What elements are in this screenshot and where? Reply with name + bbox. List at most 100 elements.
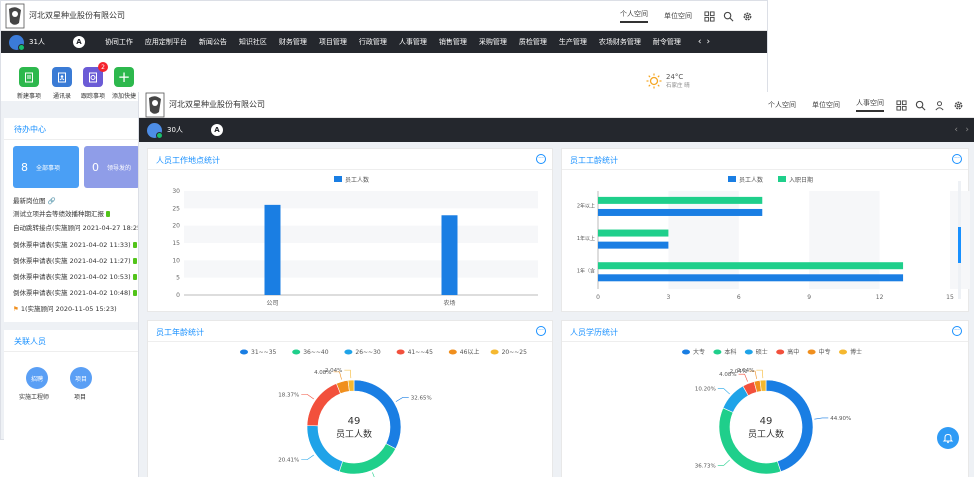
label-leader-line (717, 388, 730, 395)
company-name: 河北双星种业股份有限公司 (29, 11, 125, 20)
chart-card-seniority: 员工工龄统计 ··· 员工人数 入职日期 0 3 6 9 12 15 1年（含 1年以上 2年以上 (561, 148, 970, 312)
related-person-avatar[interactable]: 招聘 (26, 367, 48, 389)
legend-entry: 20~~25 (490, 349, 527, 356)
top-link-hr[interactable]: 人事空间 (856, 98, 884, 112)
menu-item[interactable]: 销售管理 (438, 38, 467, 46)
legend-swatch (807, 349, 816, 355)
todo-item[interactable]: 倒休票申请表(实施 2021-04-02 11:27) (13, 255, 137, 265)
menu-item[interactable]: 质检管理 (518, 38, 547, 46)
x-tick-label: 公司 (266, 300, 278, 307)
legend-label: 中专 (819, 348, 831, 356)
todo-item[interactable]: 自动跳转接点(实施顾问 2021-04-27 18:25) (13, 222, 150, 232)
search-icon[interactable] (722, 10, 735, 23)
menu-prev-icon[interactable]: ‹ (697, 37, 702, 47)
todo-item[interactable]: ⚑ 1(实施顾问 2020-11-05 15:23) (13, 305, 117, 313)
quick-action-new[interactable]: 新建事项 (12, 67, 46, 100)
todo-item[interactable]: 倒休票申请表(实施 2021-04-02 10:53) (13, 271, 137, 281)
legend-label: 46以上 (460, 348, 480, 356)
legend-entry: 博士 (839, 348, 862, 356)
app-switch-icon[interactable]: A (72, 36, 85, 48)
company-logo (5, 3, 25, 29)
center-label: 员工人数 (336, 428, 372, 440)
grid-icon[interactable] (703, 10, 716, 23)
menu-item[interactable]: 协同工作 (104, 38, 133, 46)
todo-item[interactable]: 最新岗位图 🔗 (13, 197, 56, 205)
y-tick-label: 25 (172, 205, 180, 212)
center-value: 49 (348, 416, 361, 427)
menu-prev-icon[interactable]: ‹ (954, 125, 958, 135)
menu-item[interactable]: 人事管理 (398, 38, 427, 46)
menu-item[interactable]: 行政管理 (358, 38, 387, 46)
x-tick-label: 15 (946, 294, 954, 301)
x-tick-label: 9 (807, 294, 811, 301)
x-tick-label: 12 (876, 294, 884, 301)
avatar[interactable] (147, 122, 163, 139)
related-title: 关联人员 (14, 337, 46, 346)
user-icon[interactable] (933, 99, 946, 112)
legend-label: 大专 (693, 348, 705, 356)
menu-item[interactable]: 采购管理 (478, 38, 507, 46)
bell-icon (942, 433, 954, 444)
more-icon[interactable]: ··· (536, 154, 546, 164)
label-leader-line (814, 417, 829, 420)
contacts-icon (52, 67, 72, 87)
todo-item[interactable]: 测试立项并会等绩效播种期汇报 (13, 208, 110, 218)
pie-slice (338, 443, 397, 475)
more-icon[interactable]: ··· (536, 326, 546, 336)
search-icon[interactable] (914, 99, 927, 112)
gear-icon[interactable] (741, 10, 754, 23)
scrollbar-thumb (958, 227, 961, 263)
more-icon[interactable]: ··· (952, 326, 962, 336)
menu-item[interactable]: 农场财务管理 (598, 38, 641, 46)
menu-item[interactable]: 应用定制平台 (144, 38, 187, 46)
online-user-count[interactable]: 31人 (29, 38, 45, 46)
todo-card-all[interactable]: 8 全部事项 (13, 146, 79, 188)
legend-entry: 36~~40 (292, 349, 329, 356)
y-tick-label: 15 (172, 240, 180, 247)
quick-action-contacts[interactable]: 通讯录 (45, 67, 79, 100)
legend-swatch (490, 349, 499, 355)
top-link-personal[interactable]: 个人空间 (620, 9, 648, 23)
todo-item[interactable]: 倒休票申请表(实施 2021-04-02 11:33) (13, 239, 137, 249)
legend-entry: 46以上 (448, 348, 480, 356)
slice-label: 4.08% (314, 370, 331, 376)
pie-slice (765, 379, 814, 472)
gear-icon[interactable] (952, 99, 965, 112)
legend-swatch (292, 349, 301, 355)
avatar[interactable] (9, 34, 25, 51)
menu-item[interactable]: 耐令管理 (652, 38, 681, 46)
label-leader-line (756, 369, 764, 379)
grid-icon[interactable] (895, 99, 908, 112)
todo-card-leader[interactable]: 0 领导发的 (84, 146, 140, 188)
online-user-count[interactable]: 30人 (167, 126, 183, 134)
todo-item[interactable]: 倒休票申请表(实施 2021-04-02 10:48) (13, 287, 137, 297)
label-leader-line (717, 459, 730, 466)
menu-item[interactable]: 项目管理 (318, 38, 347, 46)
more-icon[interactable]: ··· (952, 154, 962, 164)
menu-next-icon[interactable]: › (706, 37, 711, 47)
grid-band (184, 191, 538, 209)
menu-item[interactable]: 财务管理 (278, 38, 307, 46)
related-person-avatar[interactable]: 项目 (70, 367, 92, 389)
top-link-unit[interactable]: 单位空间 (812, 101, 840, 109)
y-tick-label: 20 (172, 223, 180, 230)
slice-label: 2.04% (730, 369, 747, 375)
slice-label: 32.65% (411, 395, 432, 401)
chart-title: 人员工作地点统计 (156, 156, 220, 165)
quick-action-track[interactable]: 2 跟踪事项 (76, 62, 110, 100)
app-switch-icon[interactable]: A (210, 124, 223, 136)
menu-item[interactable]: 新闻公告 (198, 38, 227, 46)
chart-card-education: 人员学历统计 ··· 大专 本科 硕士 高中 中专 博士 44.90% 36.73% 10.20… (561, 320, 969, 477)
top-link-unit[interactable]: 单位空间 (664, 12, 692, 20)
attachment-icon (132, 258, 137, 264)
todo-title: 待办中心 (14, 125, 46, 134)
grid-band (184, 225, 538, 243)
quick-action-add[interactable]: + 添加快捷 (111, 67, 136, 100)
menu-item[interactable]: 知识社区 (238, 38, 267, 46)
related-person-label: 实施工程师 (19, 394, 50, 401)
top-link-personal[interactable]: 个人空间 (768, 101, 796, 109)
notification-bell-button[interactable] (937, 427, 959, 449)
menu-next-icon[interactable]: › (965, 125, 969, 135)
menu-item[interactable]: 生产管理 (558, 38, 587, 46)
chart-title: 员工工龄统计 (570, 156, 618, 165)
